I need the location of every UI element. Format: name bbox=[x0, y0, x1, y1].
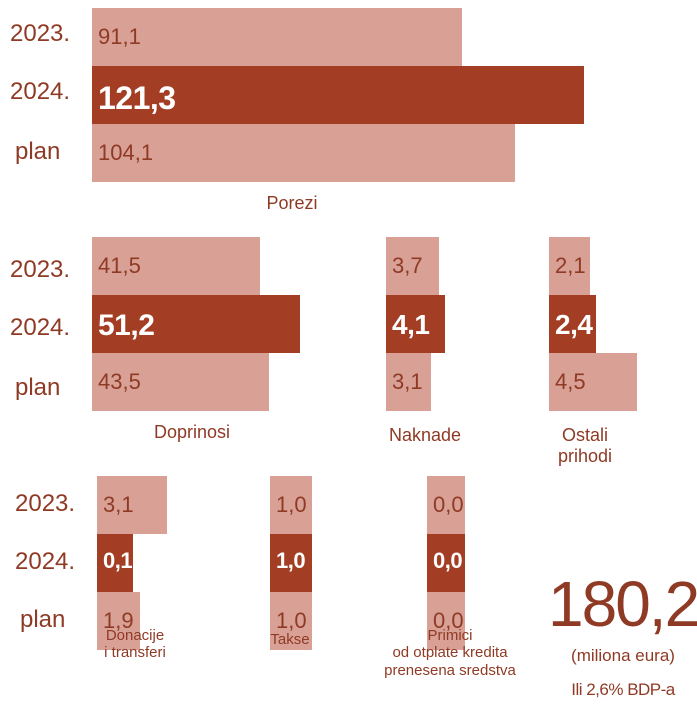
total-unit: (miliona eura) bbox=[571, 646, 675, 665]
bar-6-3 bbox=[270, 592, 312, 650]
panel-title-3: Naknade bbox=[388, 425, 462, 445]
row-label-3-3: plan bbox=[20, 606, 66, 633]
bar-4-2 bbox=[549, 295, 596, 353]
bar-label-4-3: 4,5 bbox=[555, 369, 586, 394]
bar-label-7-1: 0,0 bbox=[433, 492, 464, 517]
bar-label-3-1: 3,7 bbox=[392, 253, 423, 278]
bar-label-4-2: 2,4 bbox=[555, 309, 593, 340]
bar-label-5-3: 1,9 bbox=[103, 608, 134, 633]
bar-7-2 bbox=[427, 534, 465, 592]
total-note: Ili 2,6% BDP-a bbox=[571, 680, 675, 699]
bar-label-1-2: 121,3 bbox=[98, 80, 176, 116]
panel-title-7: Primici od otplate kredita prenesena sre… bbox=[384, 627, 516, 679]
row-label-1-3: plan bbox=[15, 138, 61, 165]
bar-label-5-2: 0,1 bbox=[103, 548, 133, 573]
total-block: 180,2 (miliona eura) Ili 2,6% BDP-a bbox=[548, 572, 697, 700]
bar-label-6-3: 1,0 bbox=[276, 608, 307, 633]
bar-2-1 bbox=[92, 237, 261, 295]
row-label-2-2: 2024. bbox=[10, 314, 71, 341]
bar-label-2-2: 51,2 bbox=[98, 309, 155, 342]
bar-label-2-1: 41,5 bbox=[98, 253, 141, 278]
bar-2-3 bbox=[92, 353, 269, 411]
bar-label-1-1: 91,1 bbox=[98, 24, 141, 49]
row-label-1-2: 2024. bbox=[10, 78, 71, 105]
bar-label-7-2: 0,0 bbox=[433, 548, 463, 573]
bar-label-4-1: 2,1 bbox=[555, 253, 586, 278]
bar-3-1 bbox=[386, 237, 440, 295]
bar-4-1 bbox=[549, 237, 590, 295]
bar-label-5-1: 3,1 bbox=[103, 492, 134, 517]
bar-5-1 bbox=[97, 476, 167, 534]
row-label-3-1: 2023. bbox=[15, 490, 76, 517]
bar-7-3 bbox=[427, 592, 465, 650]
bar-label-3-3: 3,1 bbox=[392, 369, 423, 394]
bar-7-1 bbox=[427, 476, 465, 534]
bar-5-3 bbox=[97, 592, 140, 650]
bar-label-6-1: 1,0 bbox=[276, 492, 307, 517]
bar-3-3 bbox=[386, 353, 431, 411]
panel-title-2: Doprinosi bbox=[153, 422, 231, 442]
row-label-2-3: plan bbox=[15, 374, 61, 401]
row-label-1-1: 2023. bbox=[10, 20, 71, 47]
bar-6-1 bbox=[270, 476, 312, 534]
bar-4-3 bbox=[549, 353, 637, 411]
bar-5-2 bbox=[97, 534, 133, 592]
bar-label-3-2: 4,1 bbox=[392, 309, 430, 340]
bar-1-3 bbox=[92, 124, 515, 182]
total-value: 180,2 bbox=[548, 568, 697, 640]
bar-1-2 bbox=[92, 66, 585, 124]
bar-6-2 bbox=[270, 534, 312, 592]
row-label-2-1: 2023. bbox=[10, 256, 71, 283]
panel-title-1: Porezi bbox=[266, 193, 318, 213]
panel-title-4: Ostali prihodi bbox=[557, 425, 613, 466]
row-label-3-2: 2024. bbox=[15, 548, 76, 575]
bar-1-1 bbox=[92, 8, 462, 66]
bar-label-2-3: 43,5 bbox=[98, 369, 141, 394]
bar-label-1-3: 104,1 bbox=[98, 140, 154, 165]
bar-3-2 bbox=[386, 295, 446, 353]
panel-title-6: Takse bbox=[270, 631, 310, 648]
bar-label-6-2: 1,0 bbox=[276, 548, 306, 573]
bar-2-2 bbox=[92, 295, 300, 353]
bar-label-7-3: 0,0 bbox=[433, 608, 464, 633]
panel-title-5: Donacije i transferi bbox=[104, 627, 166, 662]
